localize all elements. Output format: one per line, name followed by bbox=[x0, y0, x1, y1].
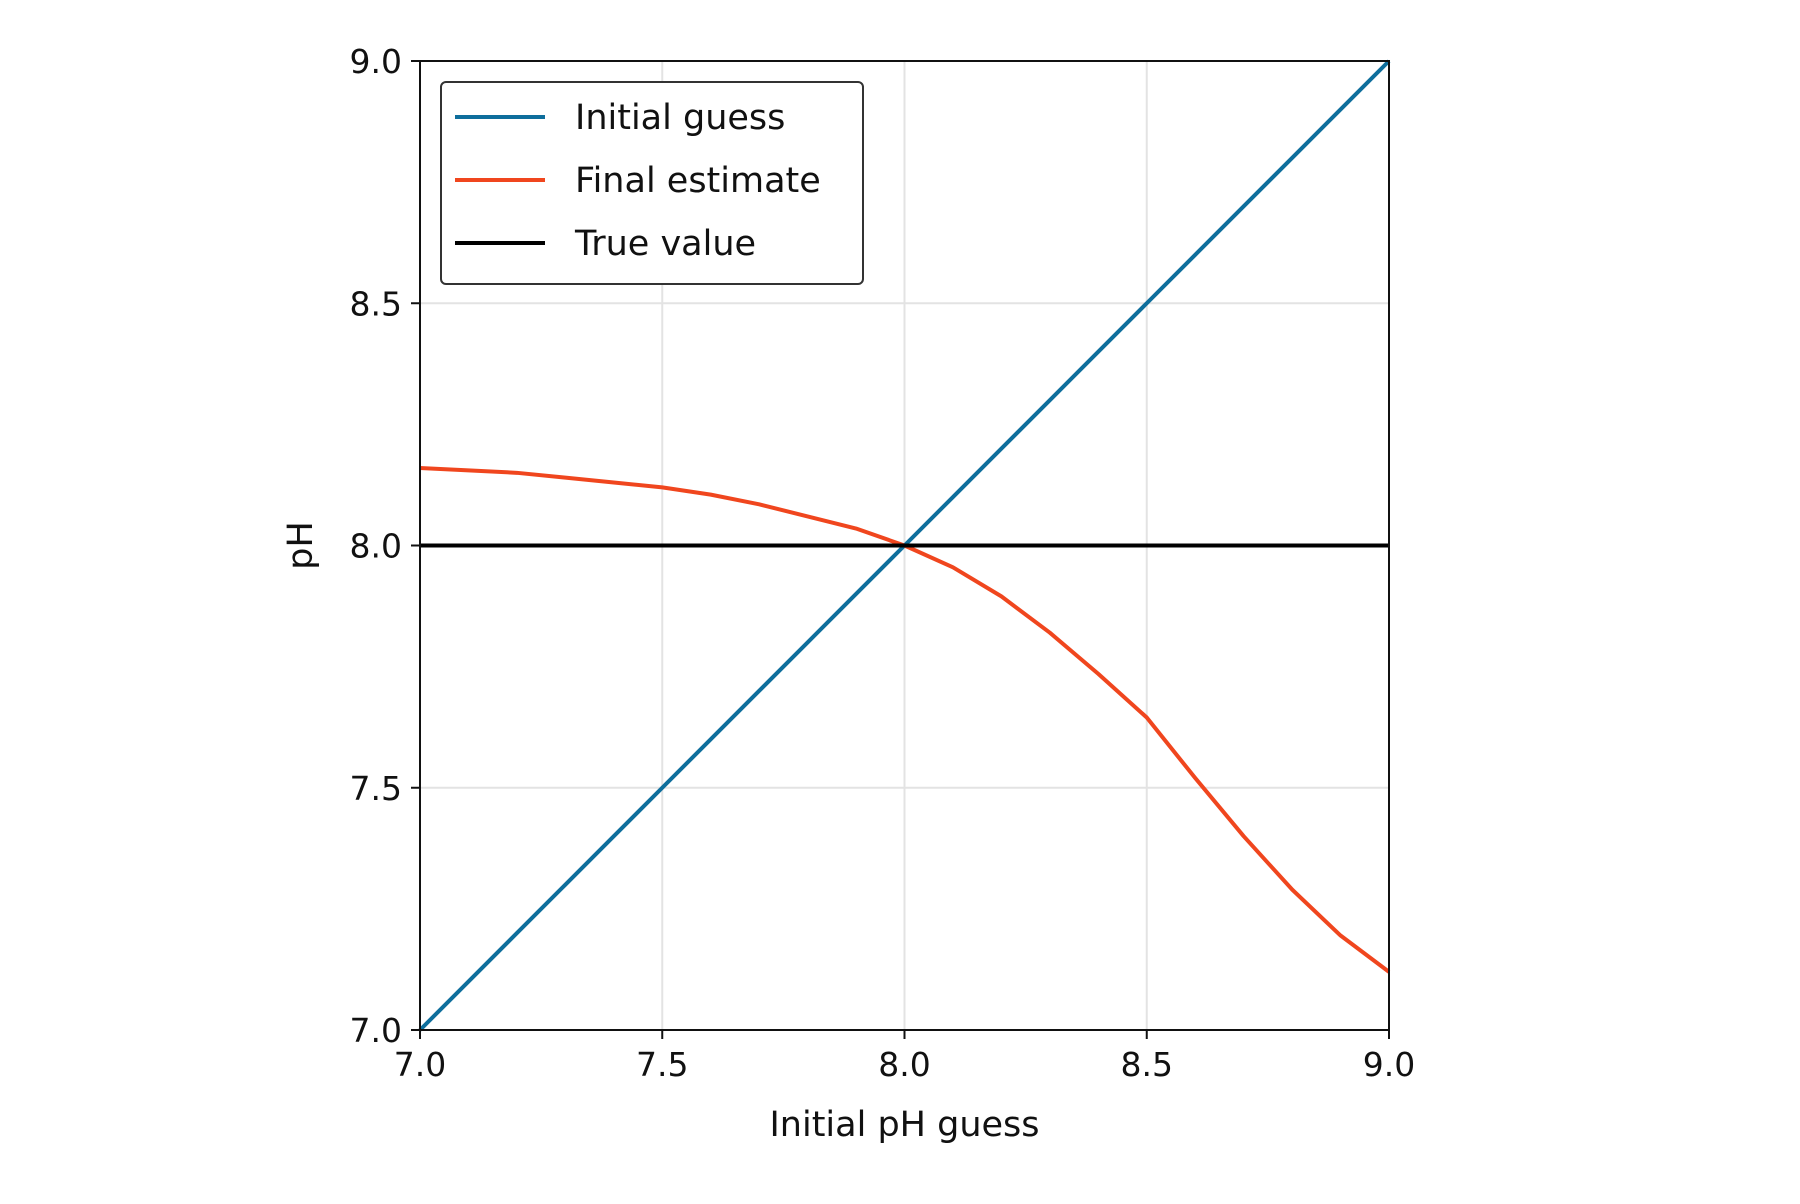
y-axis-label: pH bbox=[281, 521, 321, 570]
series-lines bbox=[418, 59, 1391, 1032]
y-tick-label: 9.0 bbox=[350, 42, 402, 81]
x-tick-label: 7.5 bbox=[636, 1045, 688, 1084]
axis-ticks: 7.0 7.5 8.0 8.5 9.0 7.0 7.5 8.0 8.5 9.0 bbox=[350, 42, 1416, 1084]
x-tick-label: 7.0 bbox=[394, 1045, 446, 1084]
y-tick-label: 7.5 bbox=[350, 769, 402, 808]
x-tick-label: 9.0 bbox=[1363, 1045, 1415, 1084]
x-tick-label: 8.0 bbox=[878, 1045, 930, 1084]
legend-box bbox=[440, 81, 864, 285]
legend: Initial guess Final estimate True value bbox=[440, 81, 864, 285]
y-tick-label: 8.0 bbox=[350, 527, 402, 566]
x-axis-label: Initial pH guess bbox=[769, 1105, 1039, 1145]
y-tick-label: 7.0 bbox=[350, 1011, 402, 1050]
legend-label-initial-guess: Initial guess bbox=[575, 98, 785, 138]
x-tick-label: 8.5 bbox=[1121, 1045, 1173, 1084]
legend-label-final-estimate: Final estimate bbox=[575, 161, 821, 201]
y-tick-label: 8.5 bbox=[350, 284, 402, 323]
legend-label-true-value: True value bbox=[574, 224, 756, 264]
